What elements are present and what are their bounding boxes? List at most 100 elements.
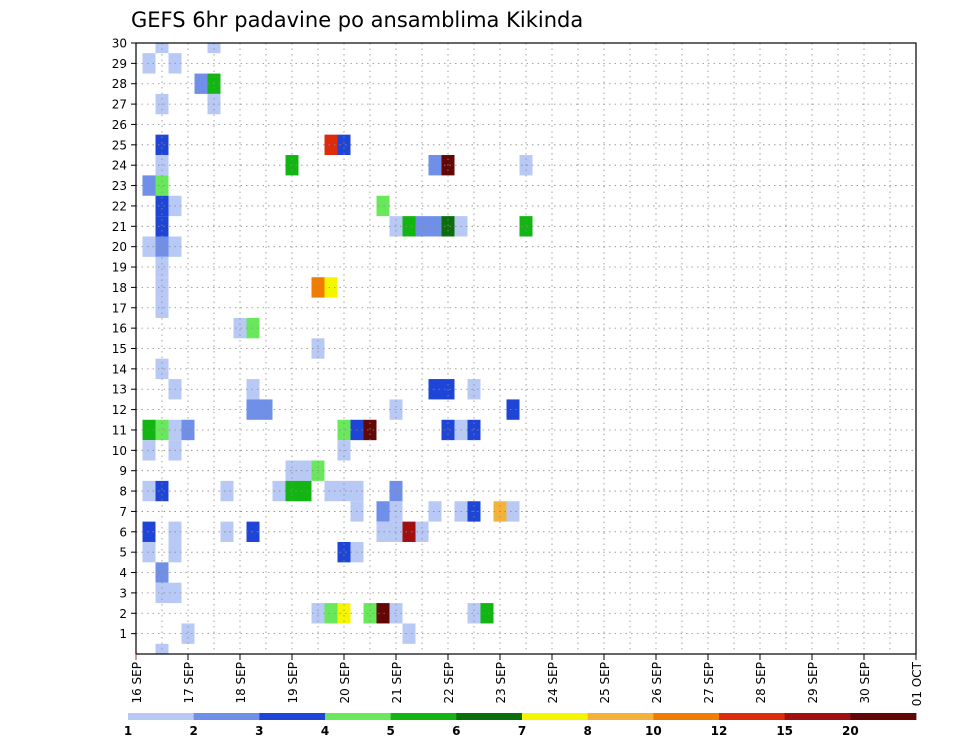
data-cell [142, 521, 156, 542]
data-cell [233, 317, 247, 339]
data-cell [337, 541, 351, 563]
data-cell [155, 216, 169, 237]
colorbar-label: 8 [583, 724, 591, 738]
data-cell [259, 399, 273, 420]
colorbar-label: 6 [452, 724, 460, 738]
x-tick-label: 22 SEP [442, 662, 456, 704]
colorbar-segment [259, 713, 326, 720]
data-cell [324, 277, 338, 298]
data-cell [142, 236, 156, 257]
x-tick-label: 25 SEP [598, 662, 612, 704]
y-tick-label: 29 [112, 57, 127, 71]
colorbar-label: 3 [255, 724, 263, 738]
data-cell [363, 419, 377, 441]
data-cell [142, 175, 156, 196]
y-tick-label: 20 [112, 240, 127, 254]
data-cell [519, 216, 533, 237]
y-tick-label: 4 [119, 566, 127, 580]
data-cell [441, 379, 455, 400]
y-tick-label: 27 [112, 98, 127, 112]
y-tick-label: 8 [119, 485, 127, 499]
y-tick-label: 11 [112, 423, 127, 437]
colorbar-label: 5 [386, 724, 394, 738]
y-tick-label: 23 [112, 179, 127, 193]
data-cell [337, 134, 351, 156]
data-cell [337, 419, 351, 441]
colorbar-label: 10 [645, 724, 662, 738]
data-cell [155, 134, 169, 156]
colorbar-segment [456, 713, 523, 720]
data-cell [324, 134, 338, 156]
data-cell [142, 541, 156, 563]
data-cell [428, 155, 442, 176]
x-tick-label: 18 SEP [234, 662, 248, 704]
data-cell [142, 440, 156, 461]
colorbar-segment [128, 713, 195, 720]
data-cell [337, 603, 351, 624]
colorbar: 1 2 3 4 5 6 7 8 10 12 15 20 [124, 713, 917, 738]
y-tick-label: 25 [112, 138, 127, 152]
colorbar-label: 20 [842, 724, 859, 738]
x-tick-label: 27 SEP [702, 662, 716, 704]
x-tick-label: 26 SEP [650, 662, 664, 704]
y-tick-label: 24 [112, 159, 127, 173]
data-cell [467, 379, 481, 400]
y-tick-label: 5 [119, 546, 127, 560]
colorbar-segment [390, 713, 457, 720]
data-cell [324, 480, 338, 502]
x-tick-label: 23 SEP [494, 662, 508, 704]
colorbar-segment [325, 713, 392, 720]
y-tick-label: 22 [112, 199, 127, 213]
data-cell [155, 562, 169, 583]
data-cell [441, 216, 455, 237]
data-cell [155, 419, 169, 441]
data-cell [467, 419, 481, 441]
data-cell [194, 73, 208, 94]
y-tick-label: 16 [112, 322, 127, 336]
x-tick-label: 30 SEP [858, 662, 872, 704]
y-tick-label: 30 [112, 37, 127, 51]
data-cell [363, 603, 377, 624]
data-cell [155, 175, 169, 196]
data-cell [142, 419, 156, 441]
data-cell [155, 480, 169, 502]
y-tick-label: 9 [119, 464, 127, 478]
chart-title: GEFS 6hr padavine po ansamblima Kikinda [131, 8, 583, 32]
data-cell [324, 603, 338, 624]
data-cell [220, 521, 234, 542]
colorbar-segment [587, 713, 654, 720]
data-cell [298, 460, 312, 481]
data-cell [402, 521, 416, 542]
colorbar-label: 1 [124, 724, 132, 738]
data-cell [298, 480, 312, 502]
y-tick-label: 1 [119, 627, 127, 641]
grid-lines [136, 43, 916, 654]
y-tick-label: 3 [119, 586, 127, 600]
y-tick-label: 15 [112, 342, 127, 356]
data-cell [285, 480, 299, 502]
data-cell [402, 216, 416, 237]
data-cell [181, 623, 195, 644]
colorbar-segment [784, 713, 851, 720]
x-tick-label: 01 OCT [910, 661, 924, 706]
y-tick-label: 14 [112, 362, 127, 376]
y-tick-label: 26 [112, 118, 127, 132]
data-cell [142, 53, 156, 74]
x-tick-label: 28 SEP [754, 662, 768, 704]
x-tick-label: 24 SEP [546, 662, 560, 704]
data-cell [428, 379, 442, 400]
y-axis: 1234567891011121314151617181920212223242… [112, 37, 136, 641]
y-tick-label: 10 [112, 444, 127, 458]
y-tick-label: 12 [112, 403, 127, 417]
data-cell [207, 43, 221, 54]
data-cell [506, 501, 520, 522]
x-tick-label: 29 SEP [806, 662, 820, 704]
colorbar-label: 4 [321, 724, 329, 738]
data-cell [155, 256, 169, 278]
colorbar-segment [522, 713, 589, 720]
data-cell [285, 460, 299, 481]
ensemble-cells [142, 43, 533, 654]
data-cell [155, 195, 169, 217]
colorbar-label: 2 [189, 724, 197, 738]
